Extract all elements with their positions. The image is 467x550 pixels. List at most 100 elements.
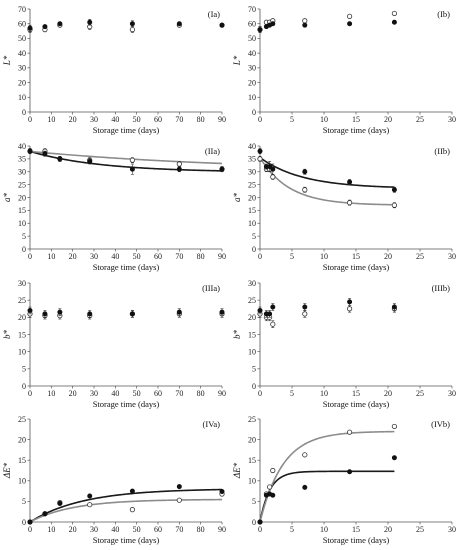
- y-tick-label: 15: [18, 206, 26, 215]
- data-point-filled: [129, 488, 135, 494]
- y-tick-label: 35: [18, 155, 26, 164]
- y-tick-label: 30: [248, 64, 256, 73]
- data-point-open: [129, 26, 135, 33]
- fit-curve: [259, 470, 395, 523]
- x-tick-label: 60: [154, 389, 162, 398]
- data-point-filled: [347, 179, 353, 185]
- data-point-filled: [347, 469, 353, 475]
- chart-panel: 0 5 10 15 20 25 30 35 40 0 5 10 15 20 25 30 Storage time…: [232, 142, 456, 272]
- data-point-filled: [257, 307, 263, 313]
- y-tick-label: 20: [18, 313, 26, 322]
- x-tick-label: 90: [218, 389, 226, 398]
- x-tick-label: 40: [111, 252, 119, 261]
- data-point-open: [302, 187, 308, 193]
- x-tick-label: 20: [384, 389, 392, 398]
- data-point-filled: [57, 309, 63, 315]
- y-tick-label: 10: [248, 219, 256, 228]
- x-tick-label: 10: [320, 525, 328, 534]
- x-axis-label: Storage time (days): [323, 399, 390, 409]
- y-tick-label: 10: [18, 93, 26, 102]
- y-axis-label: ΔE*: [2, 462, 12, 479]
- x-tick-label: 15: [352, 389, 360, 398]
- fit-curve: [29, 498, 223, 523]
- chart-panel: 0 5 10 15 20 25 30 0 5 10 15 20 25 30 Storage time (da…: [232, 279, 456, 409]
- data-point-filled: [87, 311, 93, 317]
- y-tick-label: 0: [22, 108, 26, 117]
- y-tick-label: 5: [252, 497, 256, 506]
- x-tick-label: 30: [90, 525, 98, 534]
- data-point-filled: [219, 309, 225, 315]
- x-tick-label: 50: [133, 252, 141, 261]
- data-point-filled: [257, 519, 263, 525]
- data-point-filled: [87, 493, 93, 499]
- data-point-open: [176, 161, 182, 167]
- y-axis-label: b*: [2, 330, 12, 340]
- y-tick-label: 15: [248, 456, 256, 465]
- data-point-open: [129, 157, 135, 163]
- y-axis-label: L*: [2, 55, 12, 66]
- y-tick-label: 0: [22, 245, 26, 254]
- x-tick-label: 60: [154, 252, 162, 261]
- y-tick-label: 20: [248, 78, 256, 87]
- x-tick-label: 0: [28, 389, 32, 398]
- y-tick-label: 20: [248, 313, 256, 322]
- x-tick-label: 10: [47, 252, 55, 261]
- y-tick-label: 25: [18, 180, 26, 189]
- data-point-filled: [302, 169, 308, 175]
- y-tick-label: 10: [248, 477, 256, 486]
- panel-label: (Ib): [437, 9, 450, 19]
- y-tick-label: 15: [248, 206, 256, 215]
- panel-label: (IIa): [205, 146, 220, 156]
- x-tick-label: 40: [111, 389, 119, 398]
- y-tick-label: 25: [248, 415, 256, 424]
- data-point-filled: [27, 307, 33, 313]
- data-point-filled: [129, 311, 135, 317]
- x-tick-label: 0: [258, 389, 262, 398]
- fit-curve: [29, 150, 223, 165]
- x-tick-label: 90: [218, 525, 226, 534]
- y-tick-label: 20: [248, 435, 256, 444]
- x-tick-label: 20: [69, 252, 77, 261]
- x-tick-label: 20: [384, 115, 392, 124]
- data-point-open: [87, 502, 93, 508]
- x-tick-label: 20: [69, 115, 77, 124]
- panel-label: (IIIb): [432, 283, 451, 293]
- y-tick-label: 10: [248, 93, 256, 102]
- chart-panel: 0 10 20 30 40 50 60 70 0 5 10 15 20 25 30 Storage time …: [232, 5, 456, 135]
- x-axis-label: Storage time (days): [323, 535, 390, 545]
- y-tick-label: 10: [18, 347, 26, 356]
- y-tick-label: 50: [18, 34, 26, 43]
- x-tick-label: 25: [416, 525, 424, 534]
- x-tick-label: 50: [133, 525, 141, 534]
- x-tick-label: 80: [197, 389, 205, 398]
- y-tick-label: 30: [248, 168, 256, 177]
- y-tick-label: 20: [18, 78, 26, 87]
- data-point-filled: [257, 148, 263, 154]
- data-point-filled: [42, 311, 48, 317]
- data-point-open: [346, 306, 353, 312]
- data-point-filled: [57, 500, 63, 506]
- x-axis-label: Storage time (days): [93, 125, 160, 135]
- x-tick-label: 0: [28, 525, 32, 534]
- x-tick-label: 20: [384, 525, 392, 534]
- data-point-filled: [42, 151, 48, 157]
- x-tick-label: 25: [416, 389, 424, 398]
- data-point-filled: [257, 27, 263, 33]
- x-tick-label: 70: [175, 525, 183, 534]
- data-point-open: [129, 507, 135, 513]
- x-axis-label: Storage time (days): [93, 399, 160, 409]
- y-axis-label: a*: [2, 193, 12, 203]
- x-tick-label: 10: [47, 115, 55, 124]
- x-tick-label: 80: [197, 252, 205, 261]
- data-point-filled: [219, 166, 225, 172]
- x-tick-label: 5: [290, 252, 294, 261]
- y-tick-label: 30: [248, 279, 256, 288]
- chart-panel: 0 5 10 15 20 25 0 10 20 30 40 50 60 70 80 90 Storage tim…: [2, 415, 226, 545]
- x-tick-label: 25: [416, 252, 424, 261]
- data-point-filled: [391, 19, 397, 25]
- x-tick-label: 50: [133, 115, 141, 124]
- x-axis-label: Storage time (days): [93, 535, 160, 545]
- data-point-open: [391, 10, 397, 17]
- data-point-open: [257, 156, 263, 162]
- y-tick-label: 40: [248, 49, 256, 58]
